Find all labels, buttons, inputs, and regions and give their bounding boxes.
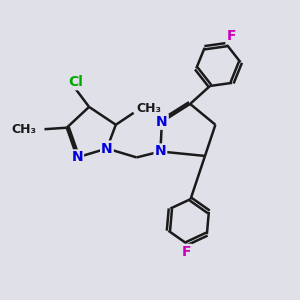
Text: Cl: Cl — [68, 75, 83, 89]
Text: F: F — [226, 29, 236, 43]
Text: CH₃: CH₃ — [136, 102, 162, 115]
Text: CH₃: CH₃ — [11, 123, 36, 136]
Text: N: N — [156, 115, 168, 129]
Text: N: N — [101, 142, 113, 155]
Text: F: F — [182, 245, 191, 259]
Text: N: N — [71, 150, 83, 164]
Text: N: N — [154, 145, 166, 158]
